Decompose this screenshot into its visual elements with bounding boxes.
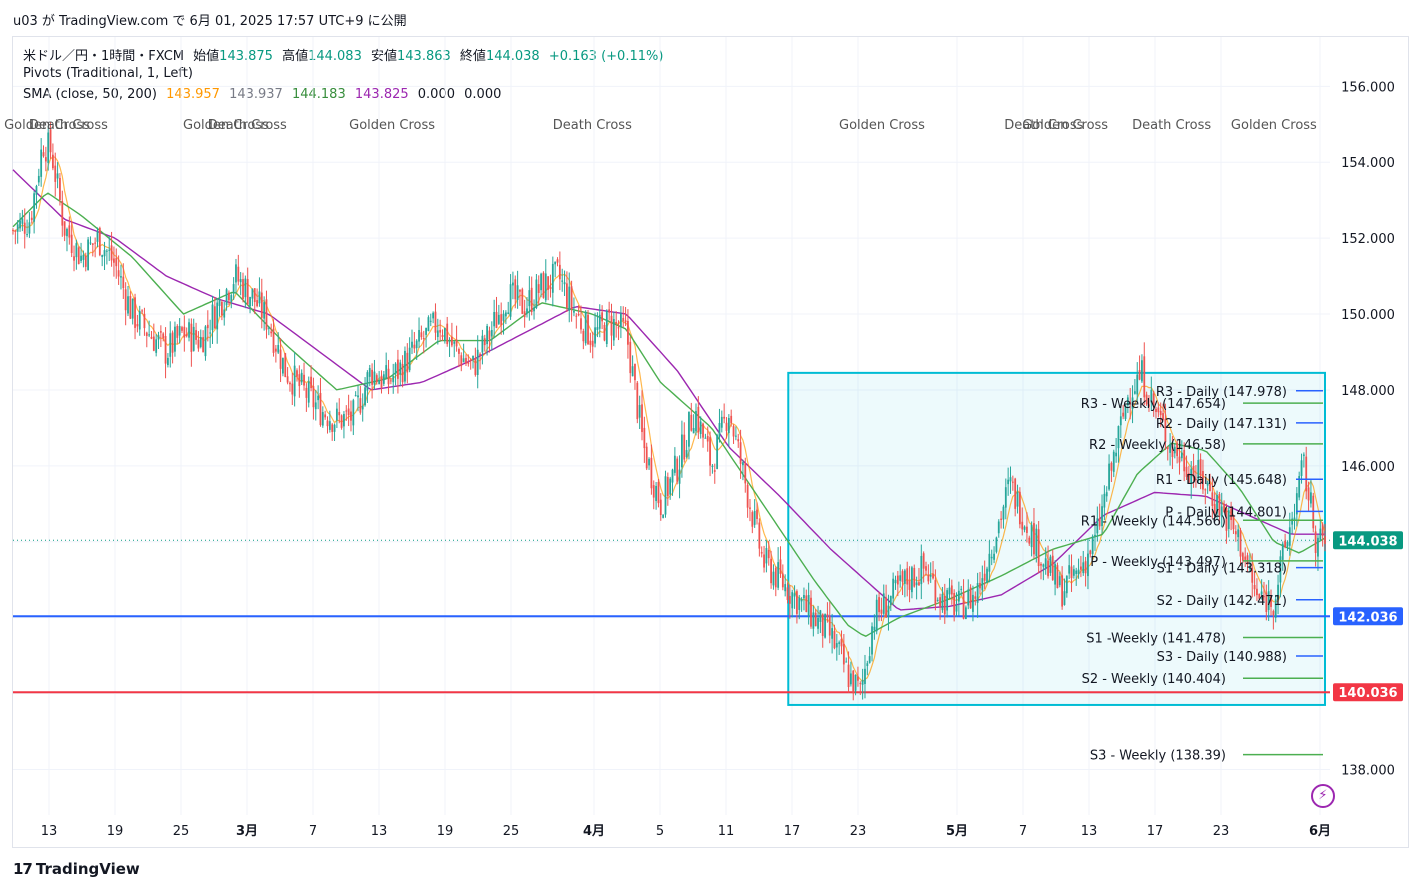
- ohlc-close-label: 終値: [459, 49, 486, 64]
- sma-value-3: 144.183: [291, 87, 346, 102]
- ohlc-open: 始値143.875: [193, 49, 273, 64]
- tradingview-brand: 17 TradingView: [13, 860, 140, 878]
- tradingview-logo-icon: 17: [13, 860, 33, 878]
- ohlc-close-value: 144.038: [485, 49, 540, 64]
- sma-legend: SMA (close, 50, 200) 143.957 143.937 144…: [23, 87, 506, 102]
- sma-indicator-label[interactable]: SMA (close, 50, 200): [23, 87, 158, 102]
- ohlc-open-label: 始値: [193, 49, 220, 64]
- chart-frame: [12, 36, 1409, 848]
- tradingview-name: TradingView: [35, 860, 140, 878]
- sma-value-1: 143.957: [166, 87, 220, 102]
- sma-value-5: 0.000: [417, 87, 455, 102]
- sma-value-2: 143.937: [229, 87, 283, 102]
- pivots-indicator-label[interactable]: Pivots (Traditional, 1, Left): [23, 66, 193, 81]
- ohlc-close: 終値144.038: [460, 49, 540, 64]
- lightning-icon[interactable]: ⚡: [1311, 784, 1335, 808]
- publish-line: u03 が TradingView.com で 6月 01, 2025 17:5…: [13, 14, 407, 29]
- ohlc-high-label: 高値: [282, 49, 309, 64]
- ohlc-low-label: 安値: [371, 49, 398, 64]
- price-change: +0.163 (+0.11%): [548, 49, 664, 64]
- symbol-name[interactable]: 米ドル／円・1時間・FXCM: [23, 49, 185, 64]
- symbol-legend: 米ドル／円・1時間・FXCM 始値143.875 高値144.083 安値143…: [23, 45, 668, 64]
- ohlc-low: 安値143.863: [371, 49, 451, 64]
- ohlc-open-value: 143.875: [219, 49, 273, 64]
- sma-value-4: 143.825: [354, 87, 409, 102]
- ohlc-high: 高値144.083: [282, 49, 362, 64]
- sma-value-6: 0.000: [464, 87, 502, 102]
- ohlc-low-value: 143.863: [397, 49, 451, 64]
- ohlc-high-value: 144.083: [308, 49, 362, 64]
